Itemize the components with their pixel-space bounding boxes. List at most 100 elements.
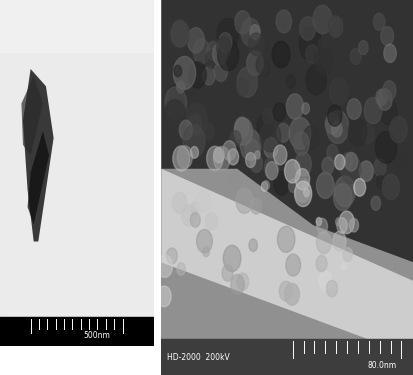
Circle shape: [375, 89, 386, 106]
Circle shape: [392, 152, 406, 172]
Circle shape: [373, 158, 385, 176]
Circle shape: [316, 172, 333, 198]
Circle shape: [172, 192, 186, 213]
Circle shape: [286, 94, 303, 119]
Circle shape: [292, 214, 297, 222]
Circle shape: [299, 16, 315, 40]
Circle shape: [179, 120, 192, 140]
Circle shape: [303, 189, 309, 197]
Circle shape: [230, 274, 244, 294]
Circle shape: [190, 202, 199, 214]
Circle shape: [206, 146, 223, 171]
Polygon shape: [21, 76, 43, 155]
Circle shape: [338, 211, 354, 234]
Circle shape: [230, 130, 240, 147]
Circle shape: [261, 182, 267, 191]
Circle shape: [227, 145, 240, 165]
Circle shape: [316, 255, 326, 272]
Circle shape: [285, 254, 300, 276]
Circle shape: [358, 40, 367, 55]
Circle shape: [317, 38, 325, 50]
Circle shape: [188, 114, 202, 135]
Circle shape: [164, 87, 186, 119]
Circle shape: [262, 108, 272, 124]
Circle shape: [347, 118, 366, 146]
Circle shape: [205, 51, 217, 69]
Circle shape: [263, 137, 277, 158]
Circle shape: [216, 18, 238, 50]
Circle shape: [265, 162, 277, 180]
Circle shape: [302, 126, 318, 150]
Circle shape: [389, 117, 406, 142]
Circle shape: [285, 75, 294, 88]
Circle shape: [164, 99, 186, 132]
Circle shape: [340, 263, 346, 270]
Circle shape: [353, 178, 365, 196]
Circle shape: [214, 62, 227, 81]
Circle shape: [236, 273, 248, 290]
Circle shape: [193, 39, 209, 64]
Circle shape: [294, 178, 310, 203]
Circle shape: [185, 103, 207, 136]
Circle shape: [276, 123, 289, 142]
Circle shape: [375, 132, 396, 163]
Circle shape: [273, 145, 286, 165]
Circle shape: [305, 45, 318, 63]
Circle shape: [294, 181, 311, 207]
Circle shape: [342, 248, 351, 261]
Circle shape: [325, 110, 348, 144]
Circle shape: [361, 125, 374, 143]
Circle shape: [349, 218, 358, 232]
Circle shape: [169, 83, 185, 106]
Circle shape: [234, 11, 250, 34]
Circle shape: [316, 232, 330, 254]
Circle shape: [173, 65, 181, 77]
Circle shape: [176, 81, 184, 93]
Circle shape: [187, 28, 204, 53]
Circle shape: [342, 153, 352, 168]
Circle shape: [375, 176, 385, 189]
Circle shape: [325, 113, 339, 134]
Circle shape: [227, 171, 240, 190]
Circle shape: [299, 27, 321, 61]
Circle shape: [334, 154, 344, 170]
Circle shape: [363, 98, 381, 124]
Circle shape: [246, 51, 263, 76]
Text: 80.0nm: 80.0nm: [366, 362, 395, 370]
Circle shape: [234, 117, 249, 138]
Circle shape: [176, 262, 185, 275]
Circle shape: [275, 10, 291, 33]
Circle shape: [373, 13, 384, 30]
Circle shape: [321, 157, 333, 175]
Circle shape: [188, 62, 206, 88]
Circle shape: [328, 16, 342, 37]
Circle shape: [249, 235, 261, 253]
Circle shape: [202, 246, 209, 257]
Circle shape: [172, 146, 189, 171]
Circle shape: [325, 280, 337, 297]
Circle shape: [195, 191, 210, 213]
Circle shape: [249, 25, 259, 39]
Circle shape: [259, 121, 280, 152]
Circle shape: [263, 157, 278, 178]
Circle shape: [347, 99, 360, 119]
Circle shape: [234, 118, 252, 145]
Circle shape: [344, 152, 357, 171]
Circle shape: [173, 56, 195, 90]
Circle shape: [206, 41, 219, 60]
Circle shape: [284, 284, 299, 305]
Circle shape: [294, 152, 311, 176]
Circle shape: [248, 33, 263, 56]
Circle shape: [289, 117, 310, 149]
Circle shape: [326, 144, 337, 161]
Circle shape: [166, 248, 177, 264]
Text: HD-2000  200kV: HD-2000 200kV: [166, 352, 229, 362]
Circle shape: [259, 60, 269, 75]
Circle shape: [314, 48, 332, 75]
Circle shape: [245, 153, 255, 168]
Circle shape: [218, 33, 231, 52]
Circle shape: [217, 39, 238, 70]
Polygon shape: [161, 0, 413, 262]
Circle shape: [377, 89, 391, 110]
Circle shape: [349, 48, 360, 64]
